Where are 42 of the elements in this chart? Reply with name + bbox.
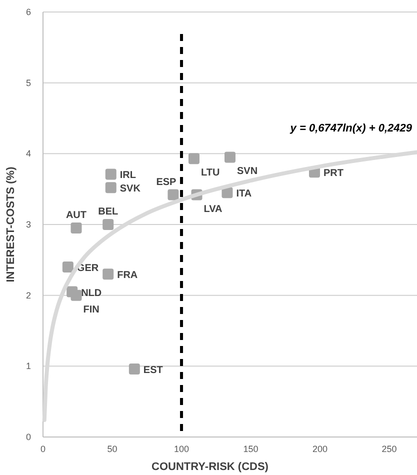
- x-tick-label: 150: [243, 444, 258, 454]
- x-tick-label: 100: [174, 444, 190, 454]
- x-tick-label: 250: [382, 444, 397, 454]
- x-axis-title: COUNTRY-RISK (CDS): [152, 461, 269, 473]
- point: [105, 182, 116, 194]
- point: [168, 189, 179, 200]
- y-tick-label: 5: [26, 78, 31, 88]
- series-label: NLD: [81, 288, 102, 299]
- point: [70, 222, 82, 234]
- series-label: IRL: [120, 170, 136, 182]
- series-label: ESP: [156, 176, 177, 188]
- point: [62, 262, 74, 272]
- series-label: LTU: [200, 168, 220, 179]
- point: [102, 268, 114, 280]
- series-label: FRA: [117, 270, 138, 282]
- y-tick-label: 1: [26, 361, 31, 372]
- x-tick-label: 200: [312, 444, 328, 454]
- series-label: LVA: [204, 204, 222, 215]
- y-tick-label: 4: [26, 148, 31, 159]
- point: [105, 168, 116, 180]
- point: [102, 219, 114, 230]
- series-label: PRT: [323, 168, 344, 180]
- y-tick-label: 0: [26, 432, 31, 442]
- y-tick-label: 3: [26, 220, 31, 230]
- line-series: [42, 150, 417, 422]
- point: [128, 364, 140, 374]
- annotation: y = 0,6747ln(x) + 0,2429: [289, 122, 413, 135]
- x-tick-label: 0: [40, 444, 46, 454]
- y-axis-title: INTEREST-COSTS (%): [5, 166, 17, 282]
- y-tick-label: 6: [26, 7, 31, 17]
- series-label: EST: [143, 365, 163, 376]
- point: [70, 290, 82, 301]
- series-label: BEL: [98, 206, 118, 218]
- point: [224, 152, 236, 163]
- series-label: FIN: [83, 304, 100, 316]
- series-label: SVN: [237, 166, 258, 178]
- series-label: SVK: [120, 184, 142, 195]
- series-label: ITA: [236, 188, 252, 200]
- series-label: AUT: [66, 210, 87, 222]
- point: [188, 153, 200, 164]
- x-tick-label: 50: [107, 444, 118, 454]
- y-tick-label: 2: [26, 290, 31, 300]
